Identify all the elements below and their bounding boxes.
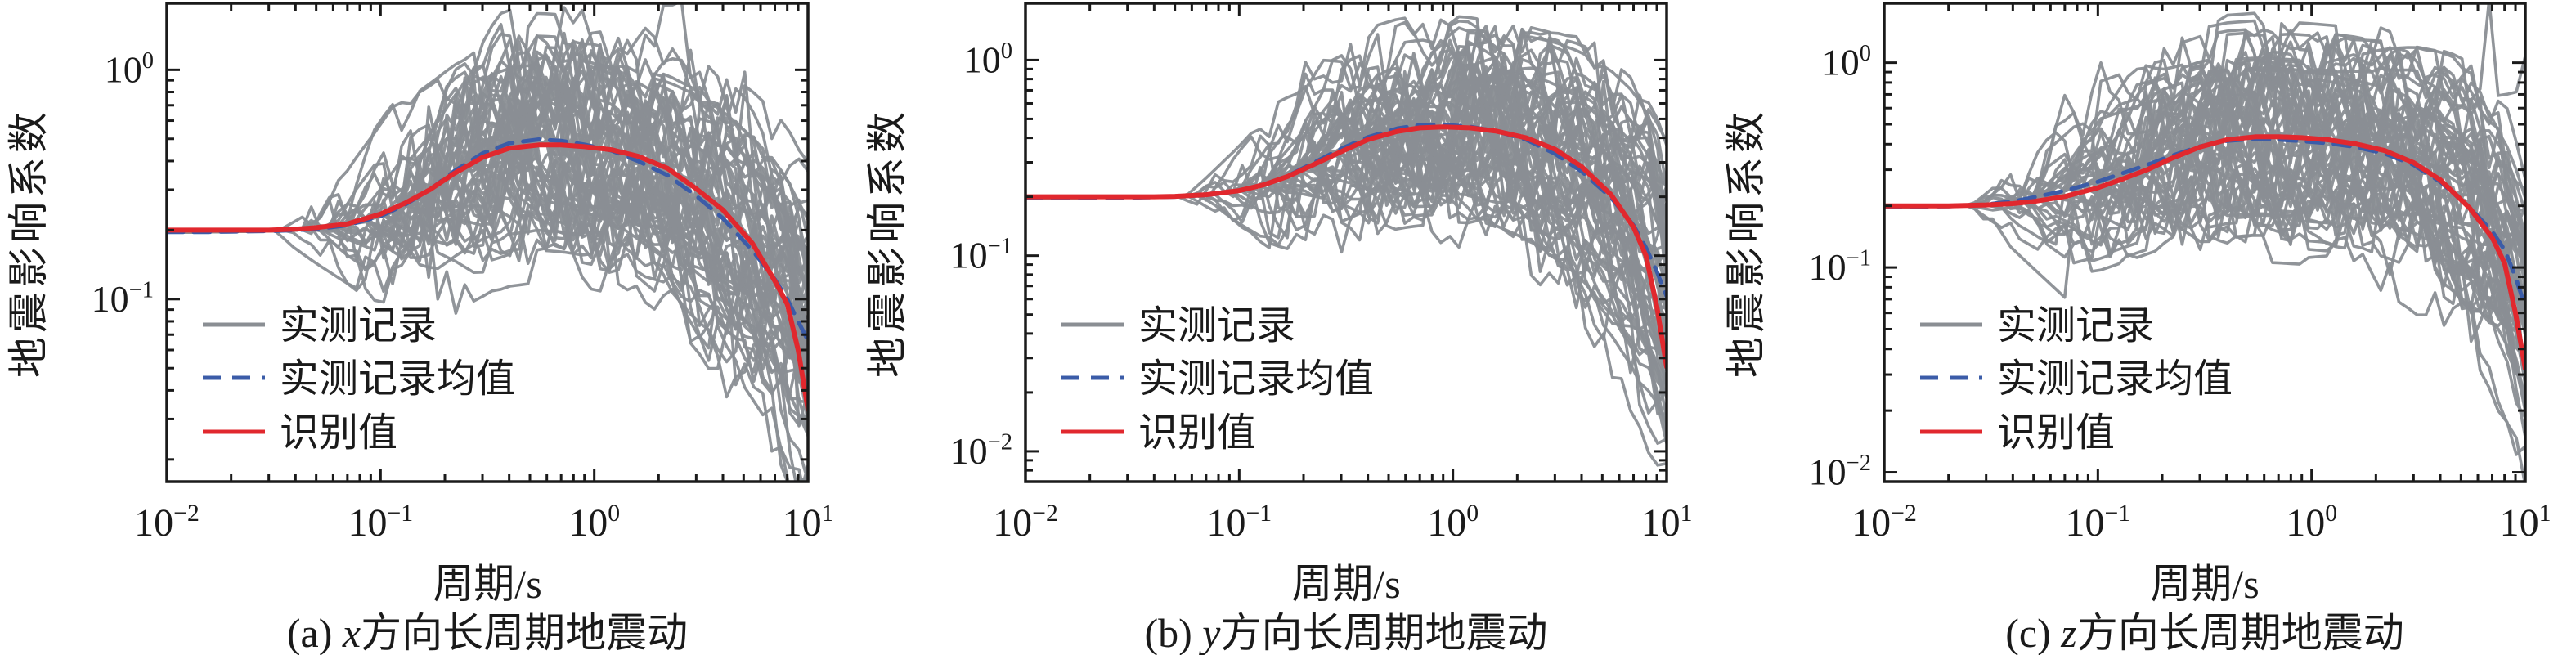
x-tick-label: 10−1 [348, 500, 414, 545]
legend-label: 识别值 [1138, 411, 1256, 455]
axis-ticks [165, 3, 810, 482]
legend-label: 实测记录 [280, 304, 437, 348]
y-tick-label: 10−1 [92, 277, 154, 319]
x-tick-label: 100 [568, 500, 620, 545]
identified-line [1025, 124, 1667, 370]
y-axis-title: 地震影响系数 [1723, 108, 1769, 378]
axis-ticks [1883, 3, 2527, 483]
x-tick-label: 100 [2286, 500, 2337, 545]
x-tick-label: 101 [1641, 500, 1693, 545]
legend-label: 识别值 [1997, 411, 2115, 455]
plot-area [1025, 15, 1667, 467]
plot-area [1884, 3, 2525, 482]
x-axis-title: 周期/s [2150, 561, 2259, 607]
identified-line [167, 142, 808, 412]
x-tick-label: 10−1 [1207, 500, 1272, 545]
panel-caption: (b) y方向长周期地震动 [1144, 610, 1547, 655]
x-tick-label: 10−2 [1851, 500, 1917, 545]
y-tick-label: 10−1 [950, 234, 1012, 276]
legend-label: 实测记录均值 [280, 357, 515, 401]
x-tick-label: 10−1 [2066, 500, 2131, 545]
x-tick-label: 101 [2500, 500, 2551, 545]
records-lines [167, 3, 808, 482]
record-line [1884, 95, 2525, 381]
x-tick-label: 10−2 [993, 500, 1058, 545]
axes-frame [165, 2, 810, 483]
legend-label: 实测记录 [1138, 304, 1295, 348]
panel-caption: (c) z方向长周期地震动 [2005, 610, 2403, 655]
x-tick-label: 10−2 [134, 500, 200, 545]
record-line [1884, 19, 2525, 314]
axis-ticks [1024, 3, 1668, 482]
plot-area [167, 3, 808, 482]
y-tick-label: 100 [105, 48, 154, 90]
records-lines [1884, 3, 2525, 482]
x-axis-title: 周期/s [1291, 561, 1400, 607]
axes-frame [1024, 2, 1668, 483]
y-tick-label: 100 [1822, 41, 1871, 83]
identified-line [1884, 134, 2525, 371]
x-axis-title: 周期/s [433, 561, 541, 607]
mean-line [167, 137, 808, 343]
x-tick-label: 101 [783, 500, 834, 545]
legend-label: 实测记录均值 [1997, 357, 2233, 401]
axes-frame [1883, 2, 2527, 483]
y-axis-title: 地震影响系数 [6, 108, 52, 378]
y-tick-label: 10−2 [1809, 451, 1871, 492]
legend-label: 实测记录均值 [1138, 357, 1374, 401]
y-axis-title: 地震影响系数 [864, 108, 910, 378]
x-tick-label: 100 [1427, 500, 1479, 545]
panel-caption: (a) x方向长周期地震动 [287, 610, 688, 655]
y-tick-label: 10−2 [950, 429, 1012, 471]
y-tick-label: 10−1 [1809, 246, 1871, 288]
legend-label: 识别值 [280, 411, 397, 455]
legend-label: 实测记录 [1997, 304, 2154, 348]
y-tick-label: 100 [963, 38, 1012, 80]
